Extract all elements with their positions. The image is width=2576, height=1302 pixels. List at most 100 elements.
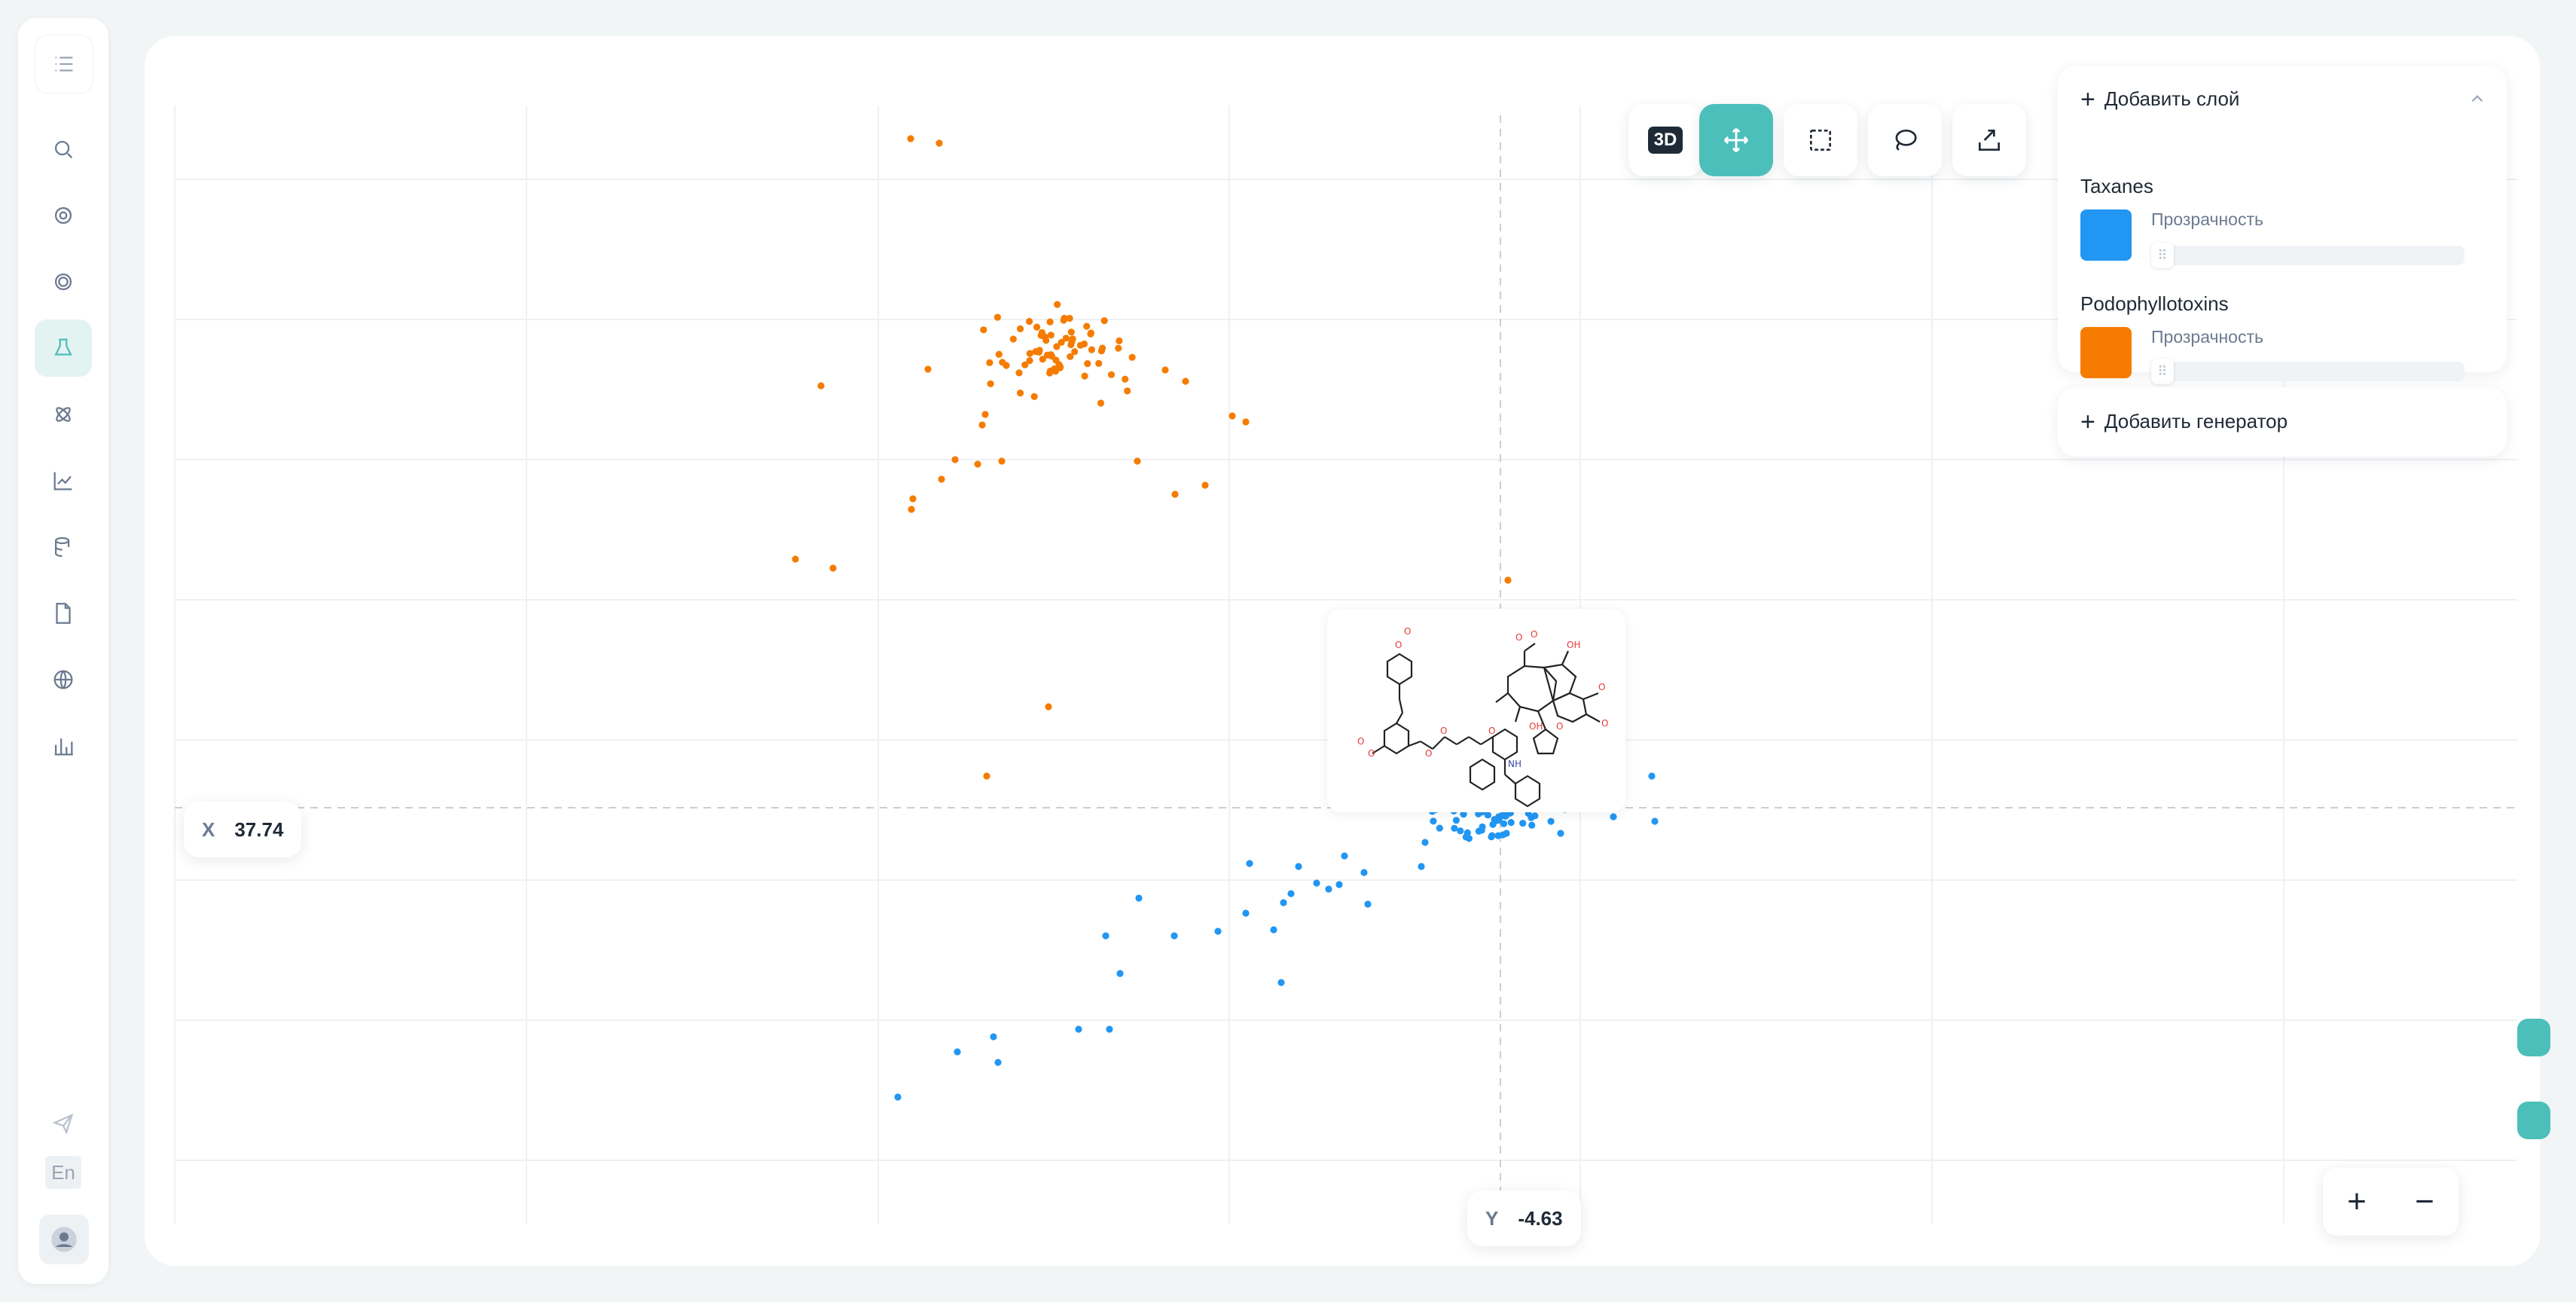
sidebar-item-globe[interactable] xyxy=(35,651,92,708)
podophyllotoxin-point xyxy=(1060,316,1067,324)
taxane-point xyxy=(1500,820,1508,827)
taxane-point xyxy=(1519,820,1527,827)
podophyllotoxin-point xyxy=(817,382,825,390)
taxane-point xyxy=(990,1033,997,1041)
export-icon xyxy=(1978,129,2001,151)
send-button[interactable] xyxy=(35,1094,92,1151)
taxane-point xyxy=(1610,813,1617,821)
podophyllotoxin-point xyxy=(998,457,1006,465)
sidebar-item-database[interactable] xyxy=(35,518,92,576)
rect-select-icon xyxy=(1809,129,1832,151)
sidebar-toggle-button[interactable] xyxy=(35,35,93,93)
podophyllotoxin-point xyxy=(908,506,915,513)
podophyllotoxin-point xyxy=(1161,366,1169,374)
add-layer-label: Добавить слой xyxy=(2104,87,2240,110)
add-generator-button[interactable]: + Добавить генератор xyxy=(2080,409,2288,435)
podophyllotoxin-point xyxy=(935,139,943,147)
podophyllotoxin-point xyxy=(974,460,981,468)
sidebar-item-document[interactable] xyxy=(35,585,92,642)
sidebar-item-contrast[interactable] xyxy=(35,187,92,244)
taxane-point xyxy=(1452,817,1460,824)
taxane-point xyxy=(1246,860,1253,867)
zoom-in-button[interactable]: + xyxy=(2347,1183,2367,1220)
opacity-slider[interactable]: ⠿ xyxy=(2151,243,2465,268)
taxane-point xyxy=(1214,928,1222,935)
opacity-slider[interactable]: ⠿ xyxy=(2151,359,2465,384)
language-switch[interactable]: En xyxy=(45,1156,81,1189)
flask-icon xyxy=(54,338,72,356)
mode-3d-button[interactable]: 3D xyxy=(1628,104,1702,176)
podophyllotoxin-point xyxy=(951,456,959,463)
sidebar-item-flask[interactable] xyxy=(35,319,92,377)
plot-grid xyxy=(174,105,2517,1224)
send-icon xyxy=(52,1114,74,1135)
podophyllotoxin-point xyxy=(1122,375,1129,383)
sidebar-item-target[interactable] xyxy=(35,253,92,310)
taxane-point xyxy=(1436,824,1443,832)
svg-text:NH: NH xyxy=(1508,759,1521,769)
scatter-points xyxy=(792,135,1659,1101)
taxane-point xyxy=(1463,829,1471,836)
podophyllotoxin-point xyxy=(1083,322,1091,330)
user-avatar[interactable] xyxy=(39,1215,89,1264)
taxane-point xyxy=(1494,832,1502,839)
podophyllotoxin-point xyxy=(1124,387,1131,395)
podophyllotoxin-point xyxy=(1097,347,1105,355)
podophyllotoxin-point xyxy=(1242,418,1250,426)
3d-badge: 3D xyxy=(1647,127,1683,154)
taxane-point xyxy=(1421,839,1429,846)
podophyllotoxin-point xyxy=(978,421,986,429)
taxane-point xyxy=(1528,821,1536,829)
chevron-up-icon[interactable] xyxy=(2468,89,2487,108)
plus-icon: + xyxy=(2080,84,2095,114)
x-axis-label: X xyxy=(202,818,215,841)
podophyllotoxin-point xyxy=(1087,330,1094,338)
zoom-out-button[interactable]: − xyxy=(2415,1183,2434,1220)
zoom-controls: + − xyxy=(2323,1168,2458,1236)
atom-icon xyxy=(56,407,71,422)
taxane-point xyxy=(1651,818,1659,825)
podophyllotoxin-point xyxy=(1066,314,1073,322)
podophyllotoxin-point xyxy=(1134,457,1141,465)
svg-text:O: O xyxy=(1425,748,1432,759)
podophyllotoxin-point xyxy=(983,772,990,780)
podophyllotoxin-point xyxy=(1051,365,1058,373)
layer-name: Podophyllotoxins xyxy=(2080,292,2229,315)
sidebar-item-bar-chart[interactable] xyxy=(35,717,92,775)
podophyllotoxin-point xyxy=(1084,360,1091,368)
podophyllotoxin-point xyxy=(1095,359,1103,367)
move-icon xyxy=(1723,127,1749,153)
sidebar-item-atom[interactable] xyxy=(35,386,92,443)
lasso-select-button[interactable] xyxy=(1868,104,1942,176)
scatter-plot[interactable] xyxy=(145,36,2540,1266)
sidebar-item-line-chart[interactable] xyxy=(35,452,92,509)
taxane-point xyxy=(994,1059,1002,1066)
side-tab[interactable] xyxy=(2517,1019,2550,1056)
side-tab[interactable] xyxy=(2517,1102,2550,1139)
slider-handle[interactable]: ⠿ xyxy=(2151,243,2174,268)
lasso-icon xyxy=(1895,129,1917,151)
taxane-point xyxy=(1451,824,1458,832)
podophyllotoxin-point xyxy=(1021,361,1029,368)
podophyllotoxin-point xyxy=(829,564,837,572)
rect-select-button[interactable] xyxy=(1784,104,1857,176)
podophyllotoxin-point xyxy=(1003,362,1010,369)
podophyllotoxin-point xyxy=(1201,481,1209,489)
layer-color-swatch[interactable] xyxy=(2080,327,2132,378)
export-button[interactable] xyxy=(1952,104,2026,176)
svg-text:O: O xyxy=(1395,640,1402,650)
sidebar-item-search[interactable] xyxy=(35,121,92,178)
layer-color-swatch[interactable] xyxy=(2080,209,2132,261)
podophyllotoxin-point xyxy=(1058,338,1065,346)
taxane-point xyxy=(1270,926,1277,934)
taxane-point xyxy=(1430,818,1437,825)
move-tool-button[interactable] xyxy=(1699,104,1773,176)
slider-handle[interactable]: ⠿ xyxy=(2151,359,2174,384)
podophyllotoxin-point xyxy=(1067,329,1075,336)
add-layer-button[interactable]: + Добавить слой xyxy=(2080,84,2240,114)
svg-text:O: O xyxy=(1440,726,1447,736)
podophyllotoxin-point xyxy=(1081,372,1088,380)
line-chart-icon xyxy=(53,472,72,491)
podophyllotoxin-point xyxy=(1107,371,1116,378)
